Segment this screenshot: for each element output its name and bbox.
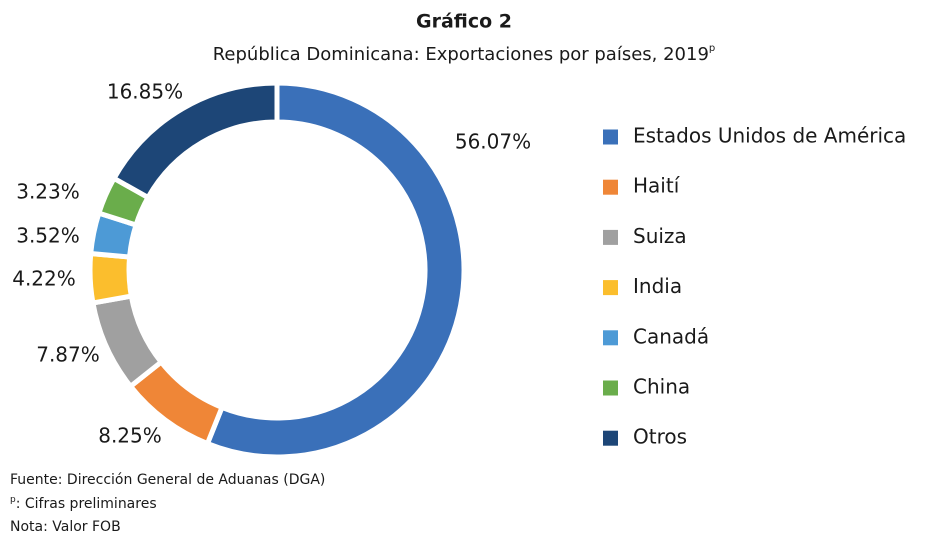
legend-swatch [603, 430, 618, 446]
legend-label: Haití [633, 174, 681, 198]
legend-swatch [603, 380, 618, 396]
preliminary-mark: p [10, 495, 16, 505]
legend-label: Estados Unidos de América [633, 124, 906, 148]
legend-swatch [603, 129, 618, 145]
note: Nota: Valor FOB [10, 519, 121, 534]
legend-label: Canadá [633, 324, 709, 348]
legend-swatch [603, 179, 618, 195]
data-label: 3.23% [16, 180, 80, 204]
preliminary-text: : Cifras preliminares [16, 496, 157, 512]
subtitle-mark: p [709, 43, 715, 54]
donut-segment [87, 250, 135, 306]
donut-segment [90, 293, 165, 390]
donut-segment [110, 80, 280, 201]
source: Fuente: Dirección General de Aduanas (DG… [10, 472, 325, 488]
donut-segment [204, 80, 467, 460]
subtitle-text: República Dominicana: Exportaciones por … [213, 44, 709, 65]
data-label: 7.87% [36, 343, 100, 367]
data-label: 16.85% [107, 80, 183, 104]
legend-label: India [633, 274, 682, 298]
data-label: 4.22% [12, 267, 76, 291]
legend-swatch [603, 330, 618, 346]
chart-title: Gráfico 2 [416, 11, 512, 33]
legend-label: Suiza [633, 224, 687, 248]
legend-label: China [633, 375, 690, 399]
legend-swatch [603, 280, 618, 296]
data-label: 3.52% [16, 224, 80, 248]
chart-subtitle: República Dominicana: Exportaciones por … [213, 43, 716, 65]
data-label: 56.07% [455, 130, 531, 154]
preliminary-note: p: Cifras preliminares [10, 495, 157, 513]
legend-swatch [603, 229, 618, 245]
data-label: 8.25% [98, 424, 162, 448]
legend-label: Otros [633, 425, 687, 449]
